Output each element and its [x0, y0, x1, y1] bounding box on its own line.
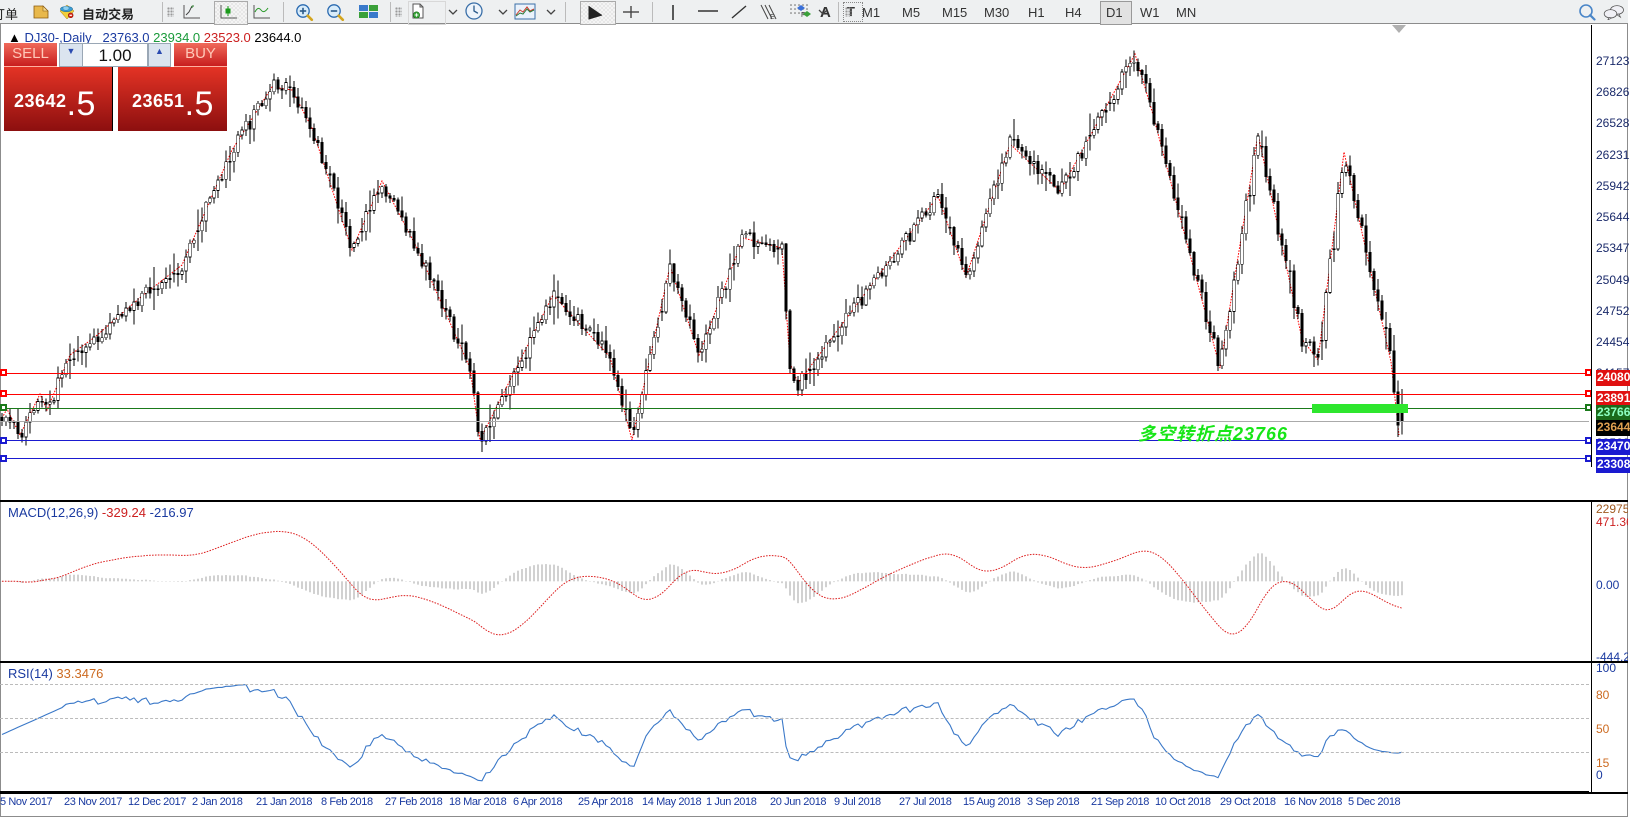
svg-text:E: E	[770, 14, 775, 21]
